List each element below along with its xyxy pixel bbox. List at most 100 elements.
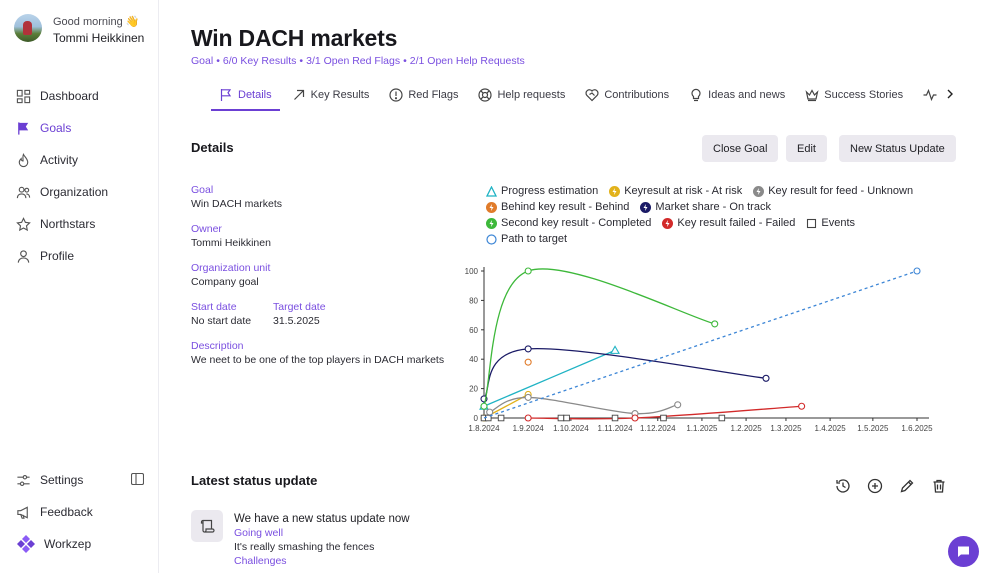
edit-button[interactable]: Edit: [786, 135, 827, 162]
chat-button[interactable]: [948, 536, 979, 567]
target-date-label: Target date: [273, 301, 326, 313]
legend-item-on-track[interactable]: Market share - On track: [640, 201, 771, 213]
pencil-icon[interactable]: [899, 478, 915, 494]
sidebar-item-label: Dashboard: [40, 89, 99, 103]
tab-details[interactable]: Details: [211, 82, 280, 111]
latest-status-heading: Latest status update: [191, 473, 318, 488]
tab-label: Help requests: [497, 89, 566, 101]
data-point-second-key-result-completed: [711, 320, 719, 328]
sidebar-item-activity[interactable]: Activity: [0, 144, 158, 176]
sidebar-collapse-icon[interactable]: [131, 473, 144, 485]
megaphone-icon: [17, 505, 28, 519]
breadcrumb-key-results[interactable]: 6/0 Key Results: [222, 55, 297, 67]
legend-item-behind[interactable]: Behind key result - Behind: [486, 201, 629, 213]
tab-ideas-and-news[interactable]: Ideas and news: [681, 82, 793, 108]
lightning-circle-icon: [486, 201, 497, 213]
series-line-market-share-on-track: [483, 347, 767, 400]
legend-label: Key result failed - Failed: [677, 217, 796, 229]
chevron-right-icon[interactable]: [945, 87, 955, 101]
legend-item-at-risk[interactable]: Keyresult at risk - At risk: [609, 185, 742, 197]
heart-handshake-icon: [585, 89, 599, 102]
breadcrumb-red-flags[interactable]: 3/1 Open Red Flags: [306, 55, 401, 67]
lightning-circle-icon: [486, 217, 497, 229]
legend-item-events[interactable]: Events: [806, 217, 855, 229]
tab-key-results[interactable]: Key Results: [284, 82, 378, 108]
data-point-behind-key-result-behind: [524, 358, 532, 366]
new-status-update-button[interactable]: New Status Update: [839, 135, 956, 162]
brand[interactable]: Workzep: [0, 473, 158, 560]
close-goal-button[interactable]: Close Goal: [702, 135, 779, 162]
tab-contributions[interactable]: Contributions: [577, 82, 677, 108]
legend-label: Progress estimation: [501, 185, 599, 197]
square-marker-icon: [807, 218, 817, 228]
breadcrumb-help-requests[interactable]: 2/1 Open Help Requests: [409, 55, 525, 67]
progress-chart: 0 20 40 60 80 100 1.8.2024 1.9.2024 1.10.2024 1.1…: [465, 267, 933, 433]
tab-bar: Details Key Results Red Flags Help reque…: [211, 82, 946, 111]
flag-outline-icon: [220, 88, 232, 101]
sidebar-item-organization[interactable]: Organization: [0, 176, 158, 208]
data-point-key-result-for-feed-unknown: [486, 408, 494, 416]
alert-circle-icon: [389, 88, 403, 102]
breadcrumb: Goal • 6/0 Key Results • 3/1 Open Red Flags •…: [191, 55, 525, 67]
tab-activity[interactable]: [915, 82, 942, 108]
settings-icon: [17, 474, 30, 486]
owner-value: Tommi Heikkinen: [191, 237, 271, 249]
legend-item-failed[interactable]: Key result failed - Failed: [662, 217, 795, 229]
legend-item-unknown[interactable]: Key result for feed - Unknown: [753, 185, 913, 197]
sidebar-nav: Dashboard Goals Activity Organization: [0, 80, 158, 272]
going-well-label: Going well: [234, 527, 284, 539]
tab-help-requests[interactable]: Help requests: [470, 82, 573, 108]
lightning-circle-icon: [662, 217, 674, 229]
page-title: Win DACH markets: [191, 25, 398, 51]
fire-icon: [18, 152, 29, 167]
grid-icon: [16, 89, 31, 103]
org-unit-value: Company goal: [191, 276, 259, 288]
main-content: Win DACH markets Goal • 6/0 Key Results • 3/…: [159, 0, 986, 573]
y-tick-label: 20: [469, 385, 478, 394]
sidebar-item-label: Northstars: [40, 217, 96, 231]
history-icon[interactable]: [835, 478, 851, 494]
data-point-market-share-on-track: [524, 345, 532, 353]
legend-item-progress-estimation[interactable]: Progress estimation: [486, 185, 598, 197]
sidebar-item-settings[interactable]: Settings: [0, 464, 158, 496]
event-marker: [557, 414, 565, 422]
description-label: Description: [191, 340, 244, 352]
x-tick-label: 1.11.2024: [598, 424, 634, 433]
y-tick-label: 60: [469, 326, 478, 335]
tab-success-stories[interactable]: Success Stories: [797, 82, 911, 108]
sidebar-item-feedback[interactable]: Feedback: [0, 496, 158, 528]
data-point-path-to-target: [913, 267, 921, 275]
sidebar-bottom: Settings Feedback Workzep: [0, 464, 158, 560]
avatar[interactable]: [14, 14, 42, 42]
series-line-progress-estimation: [483, 349, 616, 407]
series-line-second-key-result-completed: [483, 268, 715, 407]
event-marker: [718, 414, 726, 422]
sidebar-item-northstars[interactable]: Northstars: [0, 208, 158, 240]
x-tick-label: 1.4.2025: [815, 424, 847, 433]
legend-item-path-to-target[interactable]: Path to target: [486, 233, 567, 245]
series-line-key-result-for-feed-unknown: [489, 396, 678, 415]
status-update-content: We have a new status update now Going we…: [234, 512, 410, 568]
crown-icon: [805, 89, 819, 102]
sidebar-item-profile[interactable]: Profile: [0, 240, 158, 272]
legend-label: Key result for feed - Unknown: [768, 185, 914, 197]
lightbulb-icon: [691, 88, 701, 102]
start-date-label: Start date: [191, 301, 237, 313]
tab-red-flags[interactable]: Red Flags: [381, 82, 466, 108]
event-marker: [497, 414, 505, 422]
lightning-circle-icon: [640, 201, 652, 213]
sidebar-item-goals[interactable]: Goals: [0, 112, 158, 144]
breadcrumb-goal[interactable]: Goal: [191, 55, 214, 67]
owner-label: Owner: [191, 223, 222, 235]
add-circle-icon[interactable]: [867, 478, 883, 494]
legend-label: Events: [821, 217, 856, 229]
tab-label: Details: [238, 88, 272, 101]
legend-item-completed[interactable]: Second key result - Completed: [486, 217, 651, 229]
x-tick-label: 1.10.2024: [553, 424, 589, 433]
trash-icon[interactable]: [931, 478, 947, 494]
sidebar-item-dashboard[interactable]: Dashboard: [0, 80, 158, 112]
user-profile[interactable]: Good morning 👋 Tommi Heikkinen: [14, 14, 144, 46]
triangle-marker-icon: [486, 185, 497, 197]
sidebar-item-label: Organization: [40, 185, 109, 199]
